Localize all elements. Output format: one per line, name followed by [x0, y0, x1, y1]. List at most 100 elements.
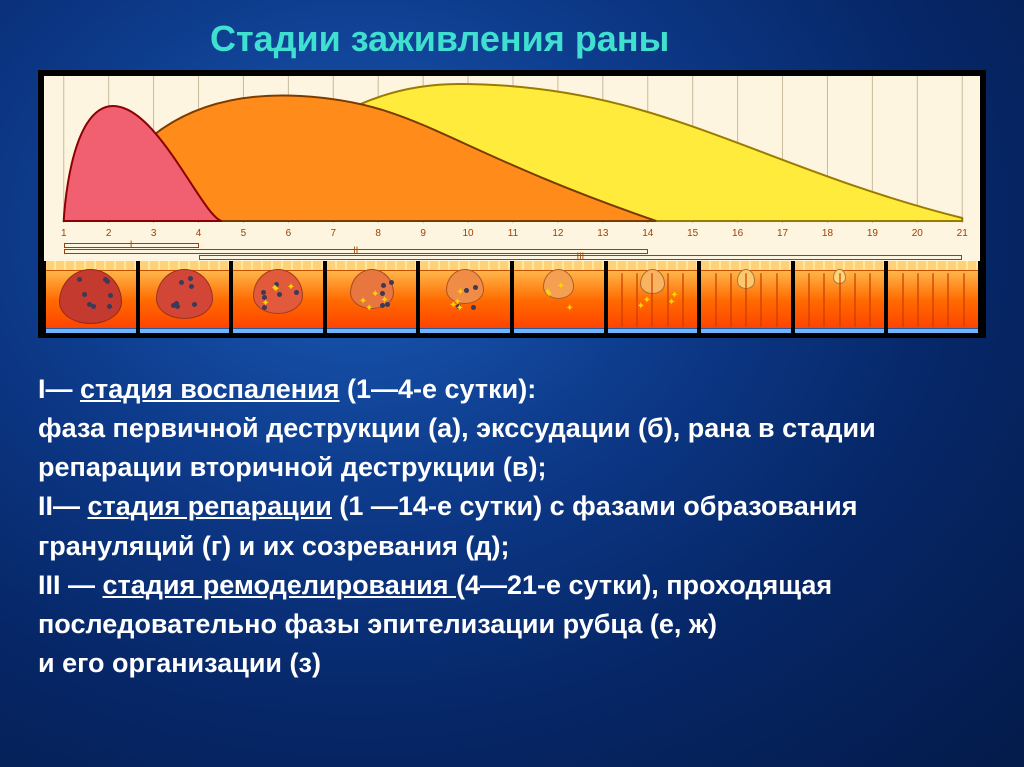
basal-layer	[514, 328, 604, 333]
tissue-stage-1	[46, 261, 136, 333]
epidermis-layer	[888, 261, 978, 271]
basal-layer	[608, 328, 698, 333]
cell-dot	[91, 304, 96, 309]
fiber-line	[730, 273, 732, 327]
basal-layer	[327, 328, 417, 333]
x-tick-label: 11	[508, 228, 518, 239]
desc-line-4: III — стадия ремоделирования (4—21-е сут…	[38, 566, 986, 644]
granulation-marker: ✦	[371, 289, 379, 300]
x-tick-label: 8	[375, 228, 381, 239]
x-tick-label: 5	[241, 228, 247, 239]
tissue-stage-5: ✦✦✦✦	[420, 261, 510, 333]
slide-title: Стадии заживления раны	[210, 18, 669, 60]
basal-layer	[420, 328, 510, 333]
granulation-marker: ✦	[453, 297, 461, 308]
desc-line-5: и его организации (з)	[38, 644, 986, 683]
x-tick-label: 3	[151, 228, 157, 239]
cell-dot	[471, 305, 476, 310]
fiber-line	[839, 273, 841, 327]
cell-dot	[192, 302, 197, 307]
x-tick-label: 1	[61, 228, 67, 239]
phase-curves-chart: 123456789101112131415161718192021	[44, 76, 980, 241]
fiber-line	[932, 273, 934, 327]
wound-cavity	[156, 269, 212, 319]
desc-line-1: I— стадия воспаления (1—4-е сутки):	[38, 370, 986, 409]
tissue-stage-10	[888, 261, 978, 333]
tissue-stage-4: ✦✦✦✦	[327, 261, 417, 333]
fiber-line	[823, 273, 825, 327]
desc-seg: I—	[38, 374, 80, 404]
desc-seg: II—	[38, 491, 88, 521]
fiber-line	[776, 273, 778, 327]
x-tick-label: 14	[642, 228, 653, 239]
x-tick-label: 4	[196, 228, 202, 239]
fiber-line	[760, 273, 762, 327]
basal-layer	[46, 328, 136, 333]
cell-dot	[107, 304, 112, 309]
granulation-marker: ✦	[643, 295, 651, 306]
cell-dot	[473, 285, 478, 290]
x-tick-label: 13	[597, 228, 608, 239]
fiber-line	[621, 273, 623, 327]
granulation-marker: ✦	[270, 283, 278, 294]
granulation-marker: ✦	[565, 303, 573, 314]
x-tick-label: 6	[286, 228, 292, 239]
granulation-marker: ✦	[545, 289, 553, 300]
fiber-line	[636, 273, 638, 327]
range-label: I	[130, 239, 133, 249]
range-label: II	[353, 245, 358, 255]
x-tick-label: 16	[732, 228, 743, 239]
basal-layer	[795, 328, 885, 333]
description-text: I— стадия воспаления (1—4-е сутки): фаза…	[38, 370, 986, 683]
cell-dot	[77, 277, 82, 282]
phase-range-bars: IIIIII	[44, 241, 980, 261]
x-tick-label: 15	[687, 228, 698, 239]
range-label: III	[577, 251, 585, 261]
fiber-line	[715, 273, 717, 327]
x-tick-label: 12	[552, 228, 563, 239]
x-tick-label: 10	[463, 228, 474, 239]
fiber-line	[902, 273, 904, 327]
fiber-line	[745, 273, 747, 327]
x-tick-label: 9	[420, 228, 426, 239]
fiber-line	[917, 273, 919, 327]
basal-layer	[140, 328, 230, 333]
x-tick-label: 7	[331, 228, 337, 239]
cell-dot	[82, 292, 87, 297]
basal-layer	[888, 328, 978, 333]
desc-underline: стадия репарации	[88, 491, 332, 521]
chart-svg	[44, 76, 980, 241]
wound-healing-diagram: 123456789101112131415161718192021 IIIIII…	[38, 70, 986, 338]
tissue-healing-row: ✦✦✦✦✦✦✦✦✦✦✦✦✦✦✦✦✦✦✦✦	[44, 261, 980, 333]
fiber-line	[682, 273, 684, 327]
granulation-marker: ✦	[557, 281, 565, 292]
x-tick-label: 18	[822, 228, 833, 239]
x-tick-label: 19	[867, 228, 878, 239]
basal-layer	[701, 328, 791, 333]
tissue-stage-9	[795, 261, 885, 333]
desc-seg: (1—4-е сутки):	[339, 374, 536, 404]
x-tick-label: 2	[106, 228, 112, 239]
desc-underline: стадия ремоделирования	[103, 570, 456, 600]
fiber-line	[963, 273, 965, 327]
desc-underline: стадия воспаления	[80, 374, 339, 404]
cell-dot	[103, 277, 108, 282]
cell-dot	[175, 304, 180, 309]
granulation-marker: ✦	[261, 298, 269, 309]
tissue-stage-8	[701, 261, 791, 333]
granulation-marker: ✦	[287, 282, 295, 293]
fiber-line	[947, 273, 949, 327]
desc-line-3: II— стадия репарации (1 —14-е сутки) с ф…	[38, 487, 986, 565]
basal-layer	[233, 328, 323, 333]
granulation-marker: ✦	[380, 295, 388, 306]
cell-dot	[389, 280, 394, 285]
fiber-line	[869, 273, 871, 327]
tissue-stage-6: ✦✦✦✦	[514, 261, 604, 333]
x-tick-label: 17	[777, 228, 788, 239]
tissue-stage-7: ✦✦✦✦	[608, 261, 698, 333]
fiber-line	[808, 273, 810, 327]
fiber-line	[667, 273, 669, 327]
desc-line-2: фаза первичной деструкции (а), экссудаци…	[38, 409, 986, 487]
tissue-stage-2	[140, 261, 230, 333]
granulation-marker: ✦	[365, 303, 373, 314]
